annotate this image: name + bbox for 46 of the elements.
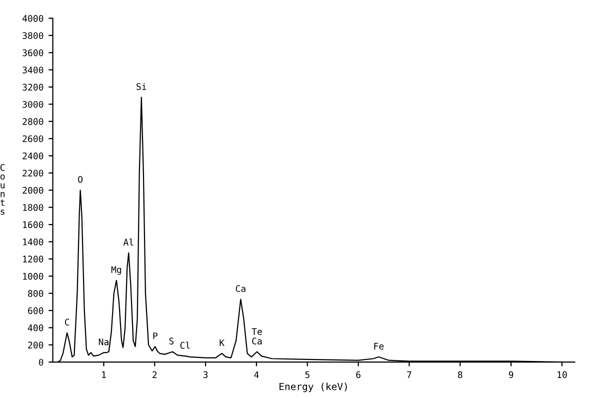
annotation: Fe: [374, 342, 384, 350]
y-tick-label: 2000: [22, 186, 44, 194]
y-tick-label: 400: [28, 324, 44, 332]
y-tick-label: 800: [28, 290, 44, 297]
annotation: Na: [98, 338, 108, 346]
annotation: O: [78, 176, 82, 183]
y-tick-label: 1400: [23, 238, 44, 246]
x-tick-label: 2: [152, 371, 157, 378]
annotation: Te Ca: [252, 328, 262, 344]
x-tick-label: 3: [203, 371, 208, 378]
x-tick-label: 6: [356, 371, 360, 378]
annotation: S: [169, 338, 174, 344]
y-tick-label: 2400: [22, 152, 44, 160]
y-axis-title: Counts: [0, 164, 5, 215]
x-tick-label: 9: [508, 371, 514, 378]
annotation: P: [153, 332, 158, 340]
y-tick-label: 1800: [23, 204, 44, 211]
x-axis-title: Energy (keV): [280, 382, 347, 392]
y-tick-label: 3400: [22, 66, 44, 74]
x-tick-label: 10: [558, 371, 567, 378]
y-tick-label: 3800: [22, 32, 44, 40]
y-tick-label: 600: [28, 307, 44, 314]
y-tick-label: 0: [38, 358, 44, 366]
x-tick-label: 5: [305, 371, 310, 378]
y-tick-label: 3000: [22, 100, 44, 108]
y-tick-label: 2800: [22, 118, 44, 125]
x-tick-label: 8: [458, 371, 462, 378]
x-tick-label: 7: [407, 371, 412, 378]
y-tick-label: 2600: [22, 135, 44, 142]
y-tick-label: 4000: [22, 15, 44, 22]
y-tick-label: 3200: [22, 84, 44, 91]
annotation: K: [220, 339, 225, 346]
y-tick-label: 3600: [22, 49, 44, 56]
annotation: Cl: [180, 342, 190, 349]
annotation: C: [64, 318, 70, 326]
y-tick-label: 1200: [23, 256, 44, 263]
y-tick-label: 2200: [22, 170, 44, 177]
x-tick-label: 4: [254, 371, 259, 378]
x-tick-label: 1: [102, 371, 106, 378]
y-tick-label: 200: [28, 342, 44, 348]
y-tick-label: 1600: [23, 221, 44, 228]
annotation: Al: [123, 238, 134, 246]
annotation: Mg: [111, 266, 122, 275]
y-tick-label: 1000: [23, 272, 44, 280]
annotation: Ca: [236, 285, 246, 292]
annotation: Si: [136, 83, 146, 90]
